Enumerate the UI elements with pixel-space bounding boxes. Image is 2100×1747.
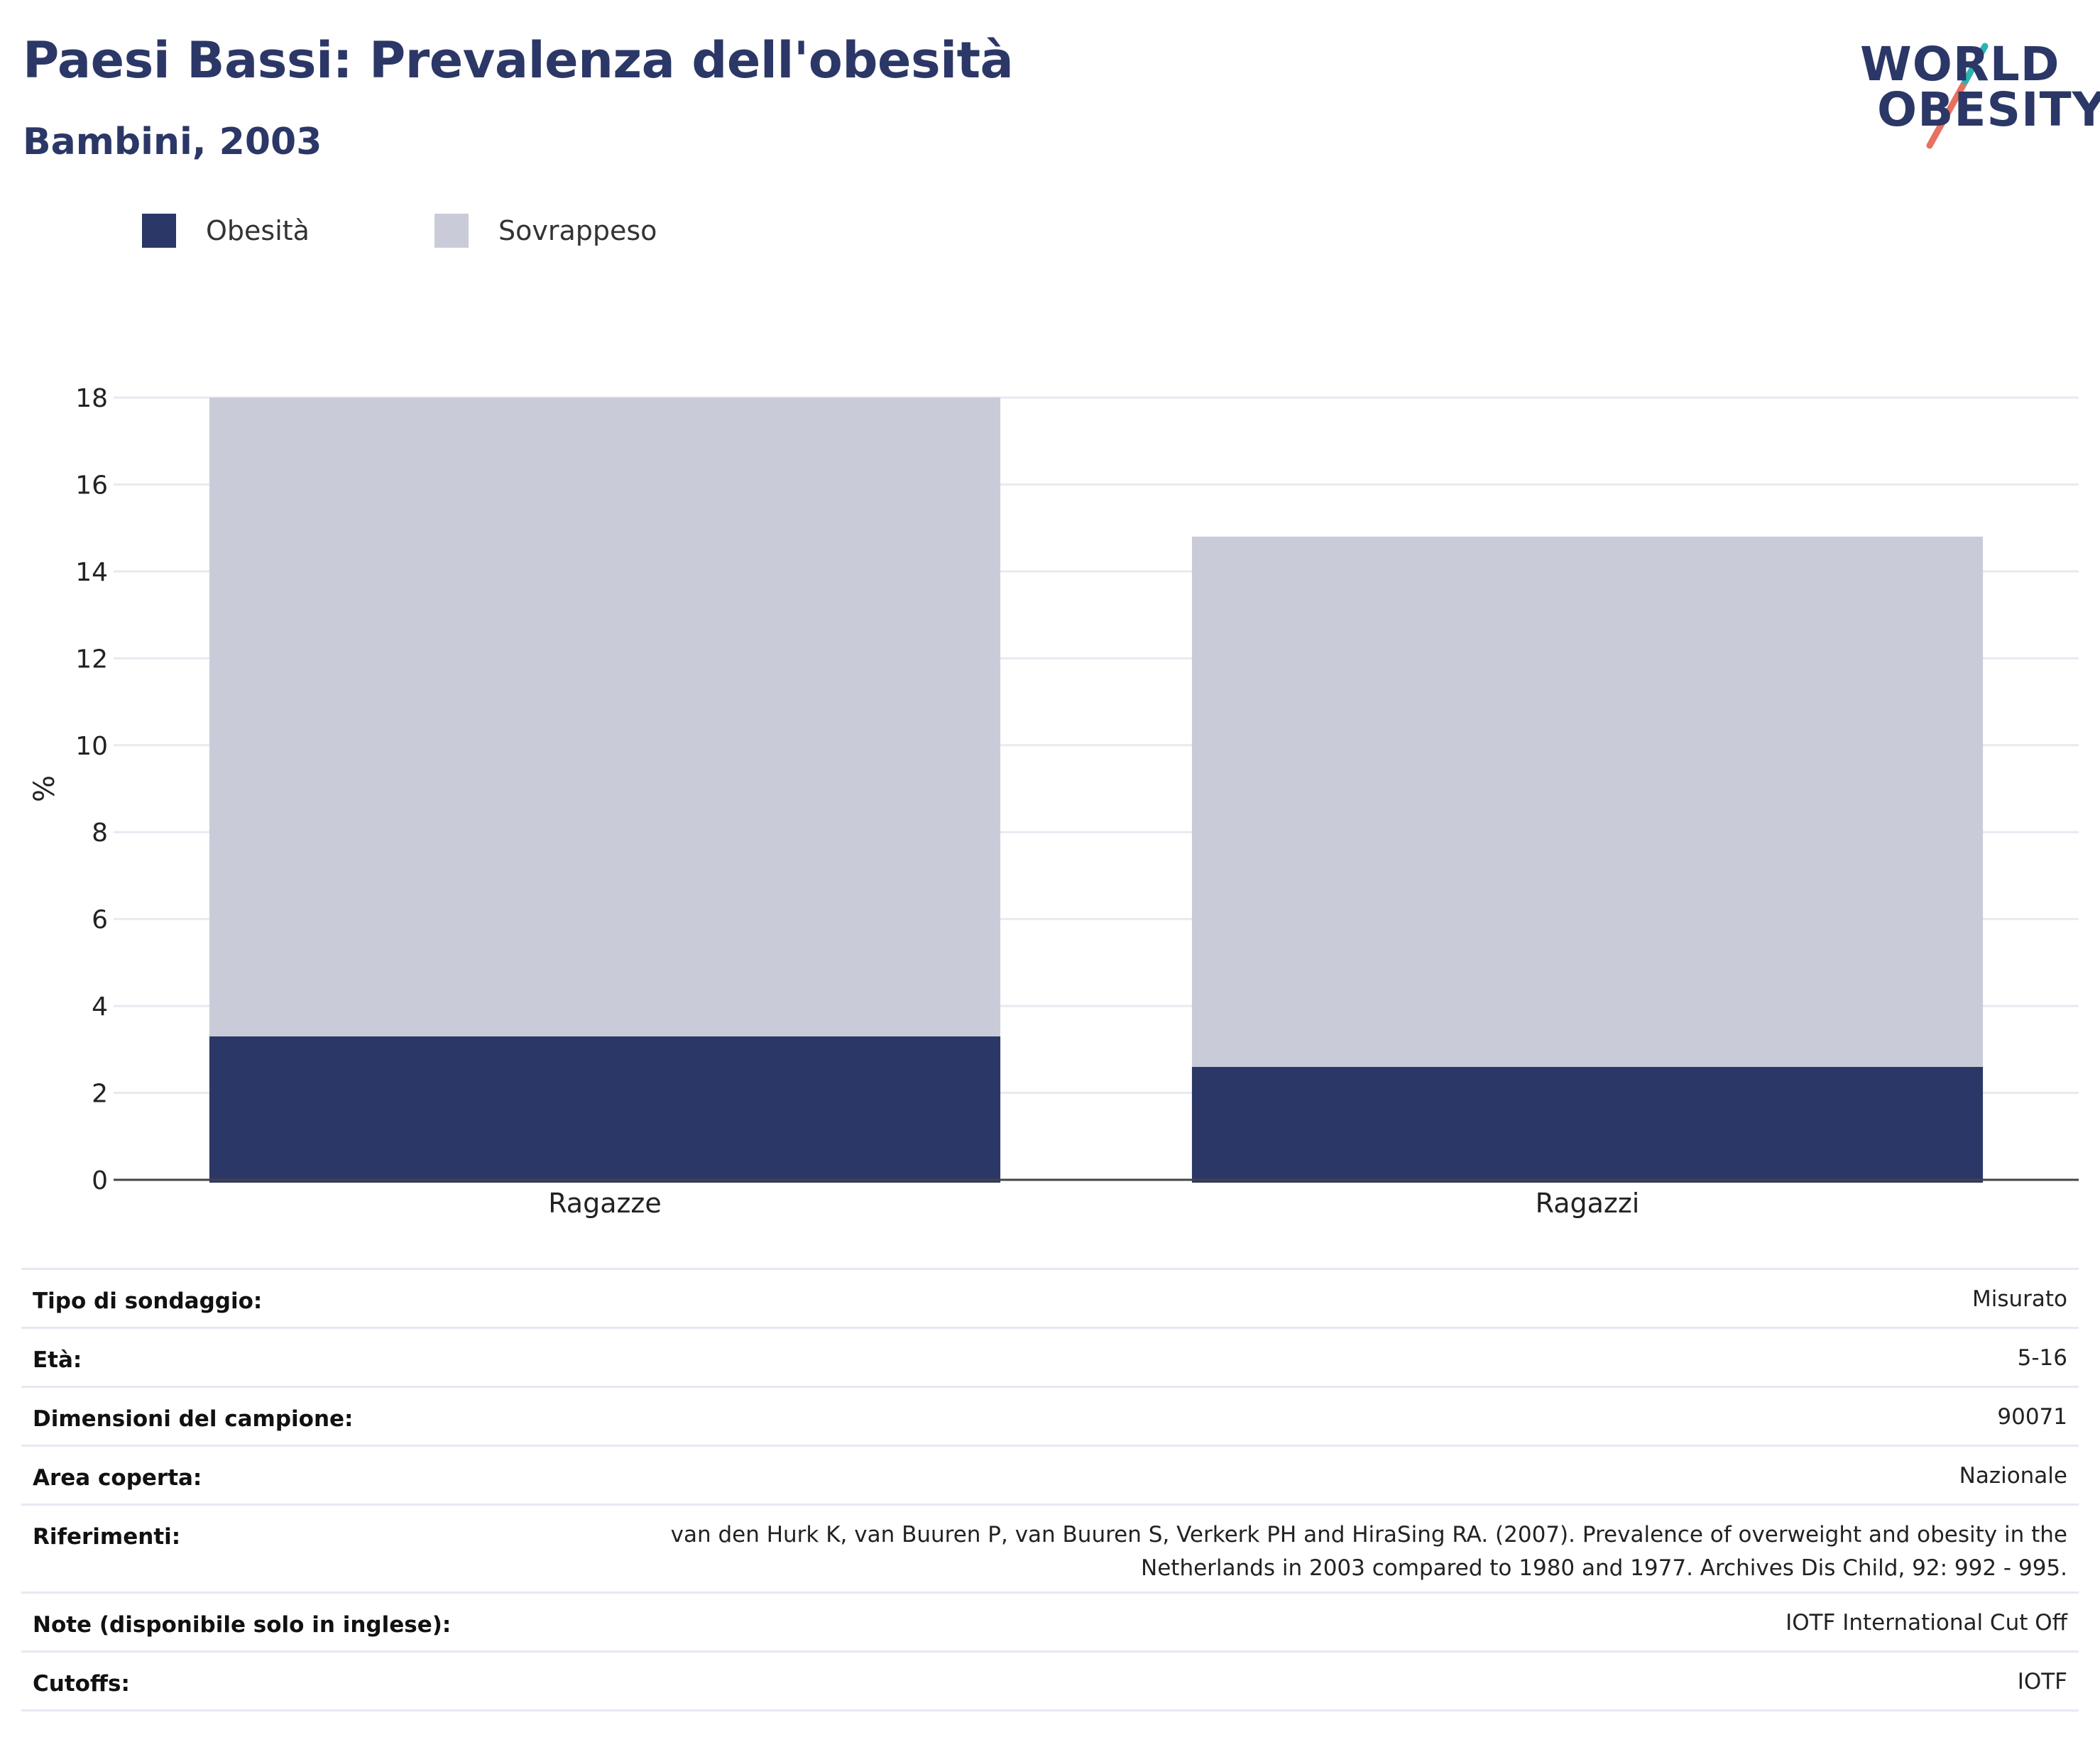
legend-item-obesity[interactable]: Obesità — [142, 213, 310, 248]
info-row: Area coperta: Nazionale — [21, 1447, 2079, 1506]
info-value: 5-16 — [2017, 1345, 2067, 1371]
y-tick-label: 14 — [75, 558, 108, 587]
legend-swatch-overweight — [434, 214, 469, 248]
info-label: Età: — [33, 1347, 82, 1373]
logo-text-obesity: OBESITY — [1877, 82, 2100, 137]
info-label: Tipo di sondaggio: — [33, 1288, 263, 1314]
info-row: Tipo di sondaggio: Misurato — [21, 1270, 2079, 1329]
bar-obesity-ragazze — [209, 1036, 1001, 1183]
info-row: Età: 5-16 — [21, 1329, 2079, 1388]
info-value: Nazionale — [1959, 1463, 2067, 1489]
info-label: Riferimenti: — [33, 1524, 181, 1550]
legend-label-obesity: Obesità — [206, 215, 310, 246]
y-tick-label: 4 — [92, 992, 108, 1022]
y-axis-title: % — [28, 775, 61, 802]
y-tick-label: 2 — [92, 1080, 108, 1109]
y-tick-label: 10 — [75, 732, 108, 761]
info-divider — [21, 1268, 2079, 1270]
bar-obesity-ragazzi — [1191, 1066, 1984, 1183]
y-tick-label: 6 — [92, 906, 108, 935]
world-obesity-logo: WORLD OBESITY — [1846, 21, 2100, 149]
x-tick-label: Ragazzi — [1536, 1188, 1640, 1219]
y-tick-label: 8 — [92, 818, 108, 848]
info-value: 90071 — [1997, 1404, 2067, 1430]
y-tick-label: 16 — [75, 471, 108, 500]
info-row: Note (disponibile solo in inglese): IOTF … — [21, 1594, 2079, 1653]
info-label: Note (disponibile solo in inglese): — [33, 1612, 452, 1638]
info-value: van den Hurk K, van Buuren P, van Buuren… — [670, 1522, 2067, 1581]
legend-swatch-obesity — [142, 214, 176, 248]
y-tick-label: 12 — [75, 645, 108, 674]
logo-text-world: WORLD — [1860, 37, 2060, 92]
info-label: Dimensioni del campione: — [33, 1406, 354, 1432]
bar-overweight-ragazze — [209, 398, 1001, 1036]
info-rows: Tipo di sondaggio: Misurato Età: 5-16 Dimens… — [21, 1270, 2079, 1712]
legend-label-overweight: Sovrappeso — [498, 215, 657, 246]
stacked-bar-chart: 0 2 4 6 8 10 12 14 16 18% Ragazze Ragazzi — [28, 384, 2079, 1219]
info-row: Cutoffs: IOTF — [21, 1653, 2079, 1712]
info-value: IOTF International Cut Off — [1785, 1610, 2067, 1636]
bar-overweight-ragazzi — [1191, 536, 1984, 1067]
info-label: Cutoffs: — [33, 1671, 130, 1697]
info-value: Misurato — [1972, 1286, 2067, 1312]
info-row: Riferimenti: van den Hurk K, van Buuren P… — [21, 1506, 2079, 1594]
legend-item-overweight[interactable]: Sovrappeso — [434, 213, 657, 248]
info-value: IOTF — [2017, 1669, 2067, 1694]
info-label: Area coperta: — [33, 1465, 202, 1491]
chart-subtitle: Bambini, 2003 — [23, 121, 322, 163]
chart-title: Paesi Bassi: Prevalenza dell'obesità — [23, 31, 1014, 89]
info-row: Dimensioni del campione: 90071 — [21, 1388, 2079, 1447]
y-tick-label: 18 — [75, 384, 108, 413]
logo-slash-icon — [1926, 43, 1989, 149]
x-tick-label: Ragazze — [548, 1188, 662, 1219]
y-tick-label: 0 — [92, 1166, 108, 1195]
survey-info-table: Tipo di sondaggio: Misurato Età: 5-16 Dimens… — [21, 1268, 2079, 1712]
